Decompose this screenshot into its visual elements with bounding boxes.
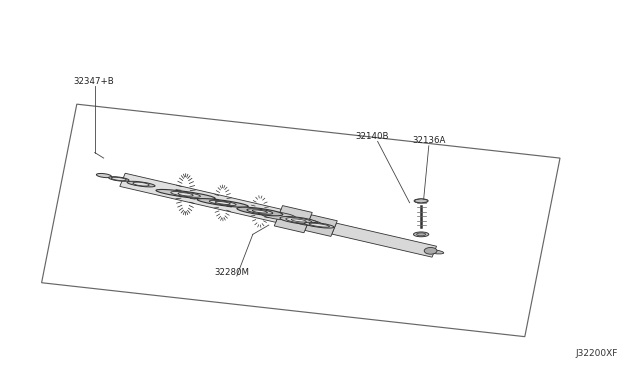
- Polygon shape: [332, 223, 436, 257]
- Ellipse shape: [247, 209, 273, 214]
- Polygon shape: [305, 215, 337, 237]
- Ellipse shape: [237, 207, 283, 216]
- Ellipse shape: [171, 192, 200, 197]
- Ellipse shape: [417, 233, 426, 236]
- Ellipse shape: [294, 219, 321, 226]
- Ellipse shape: [286, 218, 312, 223]
- Ellipse shape: [261, 212, 296, 220]
- Text: J32200XF: J32200XF: [575, 349, 618, 358]
- Ellipse shape: [424, 247, 437, 254]
- Ellipse shape: [127, 181, 155, 187]
- Ellipse shape: [111, 177, 126, 181]
- Ellipse shape: [197, 199, 248, 207]
- Ellipse shape: [209, 201, 236, 205]
- Text: 32136A: 32136A: [413, 136, 446, 145]
- Polygon shape: [275, 206, 312, 233]
- Ellipse shape: [156, 189, 215, 199]
- Text: 32140B: 32140B: [355, 132, 388, 141]
- Ellipse shape: [425, 250, 444, 254]
- Ellipse shape: [305, 222, 334, 228]
- Ellipse shape: [109, 177, 129, 181]
- Ellipse shape: [414, 199, 428, 203]
- Ellipse shape: [280, 217, 317, 224]
- Ellipse shape: [133, 182, 149, 186]
- Ellipse shape: [309, 223, 330, 227]
- Polygon shape: [415, 199, 428, 203]
- Text: 32347+B: 32347+B: [74, 77, 115, 86]
- Ellipse shape: [291, 219, 307, 222]
- Ellipse shape: [215, 201, 230, 205]
- Ellipse shape: [178, 193, 193, 196]
- Polygon shape: [120, 173, 281, 222]
- Ellipse shape: [252, 210, 268, 213]
- Ellipse shape: [97, 173, 111, 178]
- Text: 32280M: 32280M: [214, 268, 250, 277]
- Ellipse shape: [413, 232, 429, 237]
